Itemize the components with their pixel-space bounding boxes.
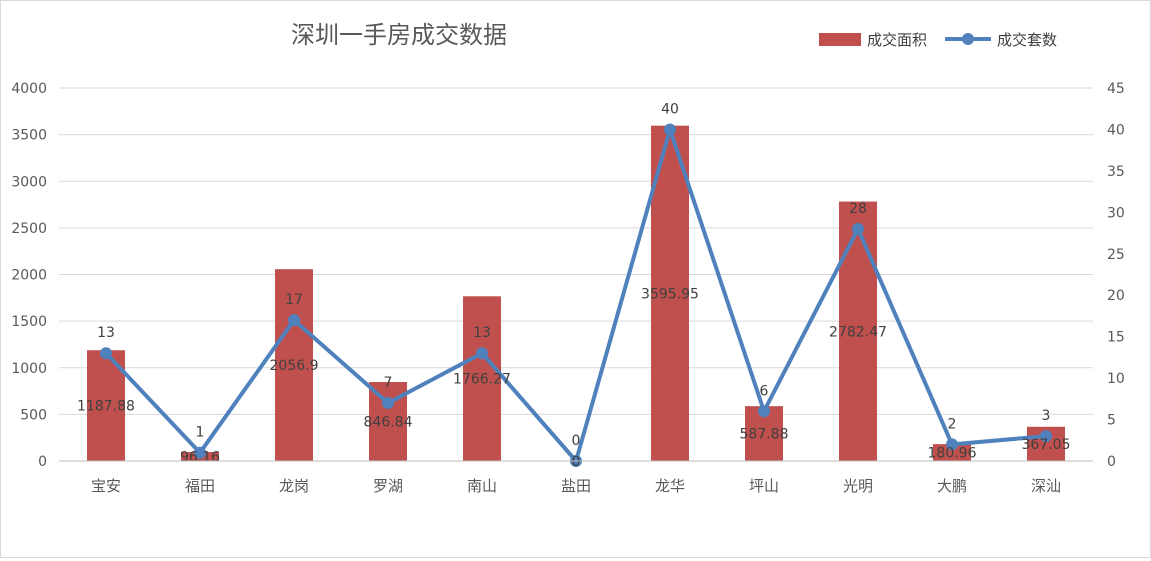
line-point [382, 396, 394, 409]
x-tick-label: 盐田 [561, 477, 591, 495]
line-data-label: 40 [661, 101, 679, 117]
y-right-tick-label: 0 [1107, 454, 1116, 470]
legend-label: 成交面积 [867, 31, 927, 49]
line-data-label: 28 [849, 201, 867, 217]
y-left-tick-label: 2500 [11, 221, 47, 237]
bar-data-label: 2782.47 [829, 324, 887, 340]
y-left-tick-label: 2000 [11, 268, 47, 284]
x-tick-label: 罗湖 [373, 477, 403, 495]
x-tick-label: 大鹏 [937, 477, 967, 495]
line-point [852, 222, 864, 235]
line-point [100, 347, 112, 360]
bar [651, 125, 689, 461]
line-data-label: 17 [285, 292, 303, 308]
legend-swatch-marker [962, 33, 974, 45]
data-labels: 1187.88 96.16 2056.9 846.84 1766.27 0 3595.95 5… [77, 101, 1070, 470]
bar-data-label: 96.16 [180, 450, 220, 466]
line-data-label: 13 [473, 325, 491, 341]
bar [275, 269, 313, 461]
bar-series [87, 125, 1065, 461]
y-left-tick-label: 4000 [11, 81, 47, 97]
bar-data-label: 367.05 [1022, 437, 1071, 453]
line-data-label: 6 [760, 383, 769, 399]
axes: 0500100015002000250030003500400005101520… [11, 81, 1124, 495]
x-tick-label: 南山 [467, 477, 497, 495]
x-tick-label: 深汕 [1031, 477, 1061, 495]
y-left-tick-label: 500 [20, 407, 47, 423]
legend-swatch-bar [819, 33, 861, 46]
bar-data-label: 846.84 [364, 415, 413, 431]
bar-data-label: 587.88 [740, 427, 789, 443]
line-data-label: 1 [196, 425, 205, 441]
legend-label: 成交套数 [997, 31, 1057, 49]
line-point [288, 314, 300, 327]
line-data-label: 7 [384, 375, 393, 391]
line-data-label: 0 [572, 433, 581, 449]
chart-title: 深圳一手房成交数据 [291, 21, 507, 49]
line-data-label: 2 [948, 416, 957, 432]
line-point [664, 123, 676, 136]
legend: 成交面积 成交套数 [819, 31, 1057, 49]
line-point [476, 347, 488, 360]
bar-data-label: 3595.95 [641, 286, 699, 302]
gridlines [59, 87, 1093, 415]
y-left-tick-label: 3500 [11, 128, 47, 144]
y-right-tick-label: 10 [1107, 371, 1125, 387]
line-data-label: 3 [1042, 408, 1051, 424]
line-point [194, 446, 206, 459]
y-right-tick-label: 35 [1107, 164, 1125, 180]
bar [463, 296, 501, 461]
line-point [1040, 430, 1052, 443]
line-point [758, 405, 770, 418]
x-tick-label: 龙华 [655, 477, 685, 495]
y-right-tick-label: 5 [1107, 413, 1116, 429]
line-data-label: 13 [97, 325, 115, 341]
bar [933, 444, 971, 461]
bar-data-label: 1187.88 [77, 399, 135, 415]
y-right-tick-label: 15 [1107, 330, 1125, 346]
y-right-tick-label: 45 [1107, 81, 1125, 97]
y-left-tick-label: 3000 [11, 174, 47, 190]
y-left-tick-label: 0 [38, 454, 47, 470]
y-right-tick-label: 40 [1107, 122, 1125, 138]
line-series [100, 123, 1052, 467]
x-tick-label: 龙岗 [279, 477, 309, 495]
y-left-tick-label: 1000 [11, 361, 47, 377]
bar-data-label: 2056.9 [270, 358, 319, 374]
series-line [104, 127, 1048, 463]
line-point [946, 438, 958, 451]
x-tick-label: 坪山 [749, 477, 779, 495]
x-tick-label: 光明 [843, 477, 873, 495]
y-right-tick-label: 20 [1107, 288, 1125, 304]
bar-data-label: 180.96 [928, 446, 977, 462]
x-tick-label: 福田 [185, 477, 215, 495]
bar-data-label: 1766.27 [453, 372, 511, 388]
y-right-tick-label: 30 [1107, 205, 1125, 221]
y-left-tick-label: 1500 [11, 314, 47, 330]
bar [839, 201, 877, 461]
x-tick-label: 宝安 [91, 477, 121, 495]
bar-data-label: 0 [572, 454, 581, 470]
y-right-tick-label: 25 [1107, 247, 1125, 263]
